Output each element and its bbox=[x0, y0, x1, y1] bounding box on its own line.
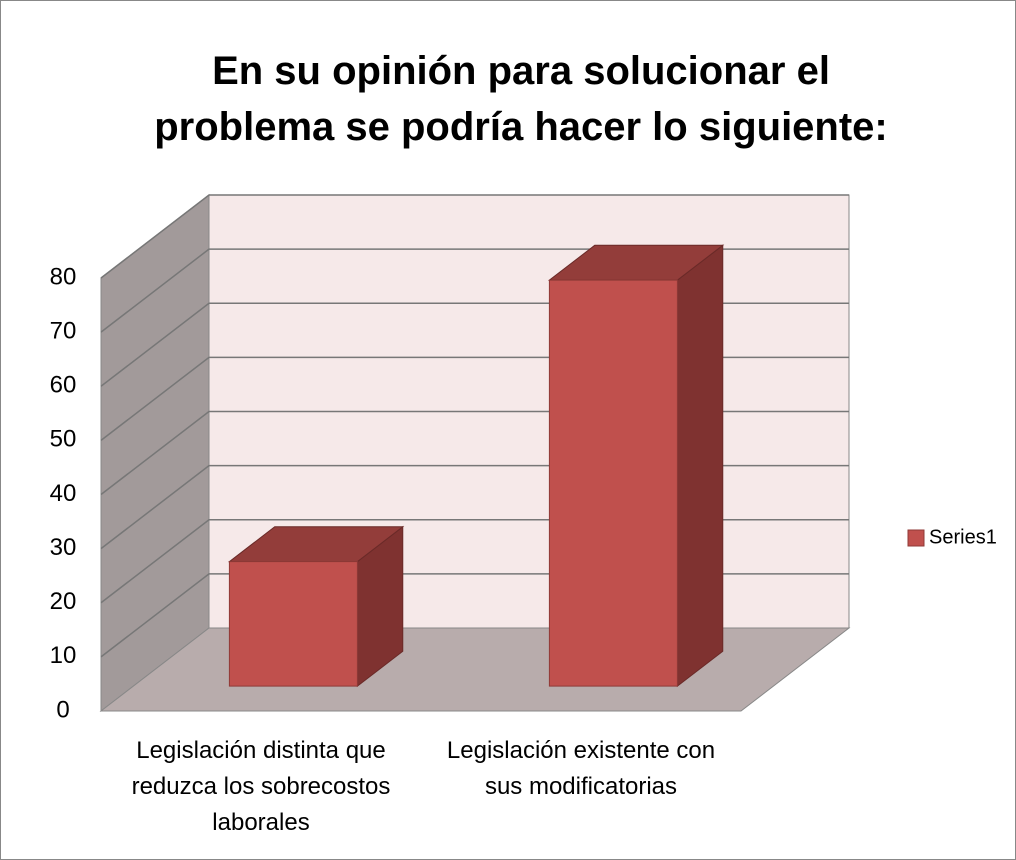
y-tick-label: 70 bbox=[50, 317, 77, 344]
y-tick-label: 10 bbox=[50, 642, 77, 669]
x-tick-label: Legislación distinta que reduzca los sob… bbox=[131, 737, 391, 836]
y-tick-label: 80 bbox=[50, 263, 77, 290]
y-tick-label: 50 bbox=[50, 426, 77, 453]
bar bbox=[548, 279, 678, 687]
y-tick-label: 40 bbox=[50, 480, 77, 507]
y-tick-label: 60 bbox=[50, 372, 77, 399]
grid-line bbox=[100, 194, 849, 279]
floor bbox=[99, 627, 851, 712]
y-tick-label: 20 bbox=[50, 588, 77, 615]
y-tick-label: 30 bbox=[50, 534, 77, 561]
legend-label: Series1 bbox=[929, 526, 997, 548]
bar-side bbox=[676, 244, 724, 688]
bar bbox=[228, 561, 358, 687]
legend-swatch bbox=[907, 529, 925, 547]
chart-title: En su opinión para solucionar el problem… bbox=[154, 49, 888, 149]
x-tick-label: Legislación existente con sus modificato… bbox=[446, 737, 716, 800]
y-tick-label: 0 bbox=[56, 696, 69, 723]
